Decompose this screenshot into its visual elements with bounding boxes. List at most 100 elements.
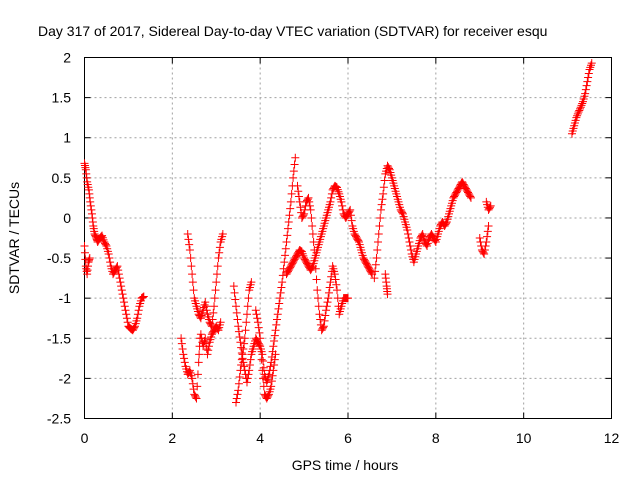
data-point [256,344,265,353]
data-point [196,330,205,339]
data-point [106,258,115,267]
data-point [264,370,273,379]
data-point [337,197,346,206]
y-tick-label: 2 [63,50,71,66]
data-point [245,361,254,370]
data-point [271,350,280,359]
data-point [323,298,332,307]
data-point [384,164,393,173]
data-point [264,391,273,400]
y-tick-label: 1 [63,130,71,146]
data-point [99,235,108,244]
data-point [297,247,306,256]
data-point [241,326,250,335]
data-point [332,280,341,289]
data-point [240,339,249,348]
data-point [231,295,240,304]
data-point [406,246,415,255]
data-point [285,211,294,220]
data-point [232,394,241,403]
data-point [367,268,376,277]
data-point [316,315,325,324]
data-point [311,264,320,273]
x-tick-label: 0 [81,430,89,446]
data-point [321,311,330,320]
data-point [347,216,356,225]
x-axis-label: GPS time / hours [292,457,399,473]
data-point [232,302,241,311]
data-point [372,254,381,263]
data-point [243,374,252,383]
data-point [286,204,295,213]
data-point [322,302,331,311]
data-point [277,283,286,292]
data-point [578,99,587,108]
data-point [237,361,246,370]
data-point [118,290,127,299]
data-point [576,104,585,113]
data-point [246,355,255,364]
data-point [196,312,205,321]
data-point [121,306,130,315]
data-point [309,238,318,247]
data-point [327,189,336,198]
data-point [404,229,413,238]
data-point [230,288,239,297]
data-point [204,346,213,355]
data-point [244,294,253,303]
data-point [294,192,303,201]
data-point [333,185,342,194]
data-point [475,234,484,242]
data-point [334,187,343,196]
data-point [431,236,440,245]
data-point [213,324,222,333]
data-point [86,201,95,210]
data-point [104,250,113,259]
x-tick-label: 2 [168,430,176,446]
data-point [186,254,195,263]
data-point [483,232,492,241]
data-point [287,189,296,198]
data-point [574,108,583,117]
data-point [242,310,251,319]
data-point [272,320,281,329]
data-point [484,221,493,230]
data-point [87,205,96,214]
data-point [257,355,266,364]
data-point [286,197,295,206]
data-point [299,251,308,260]
data-point [120,298,129,307]
data-point [80,248,89,257]
x-tick-label: 4 [256,430,264,446]
data-point [214,254,223,263]
data-point [483,227,492,236]
data-point [242,318,251,327]
data-point [203,350,212,359]
data-point [117,286,126,295]
data-point [240,334,249,343]
data-point [256,334,265,343]
data-point [215,248,224,257]
data-point [383,290,392,299]
data-point [259,374,268,383]
data-point [327,193,336,202]
data-point [374,238,383,247]
data-point [283,224,292,233]
x-tick-label: 8 [432,430,440,446]
data-point [379,183,388,192]
data-point [587,59,596,68]
data-point [299,211,308,220]
data-point [330,270,339,279]
data-point [122,314,131,323]
data-point [86,197,95,206]
data-point [204,342,213,351]
data-point [333,183,342,192]
data-point [178,344,187,353]
data-point [310,246,319,255]
data-point [278,271,287,280]
data-point [194,358,203,367]
data-point [185,240,194,249]
chart-title: Day 317 of 2017, Sidereal Day-to-day VTE… [38,23,547,39]
data-point [202,306,211,315]
